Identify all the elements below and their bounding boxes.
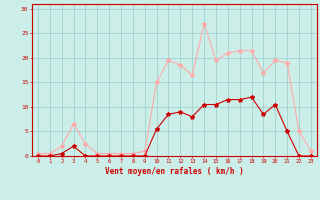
X-axis label: Vent moyen/en rafales ( km/h ): Vent moyen/en rafales ( km/h ) <box>105 167 244 176</box>
